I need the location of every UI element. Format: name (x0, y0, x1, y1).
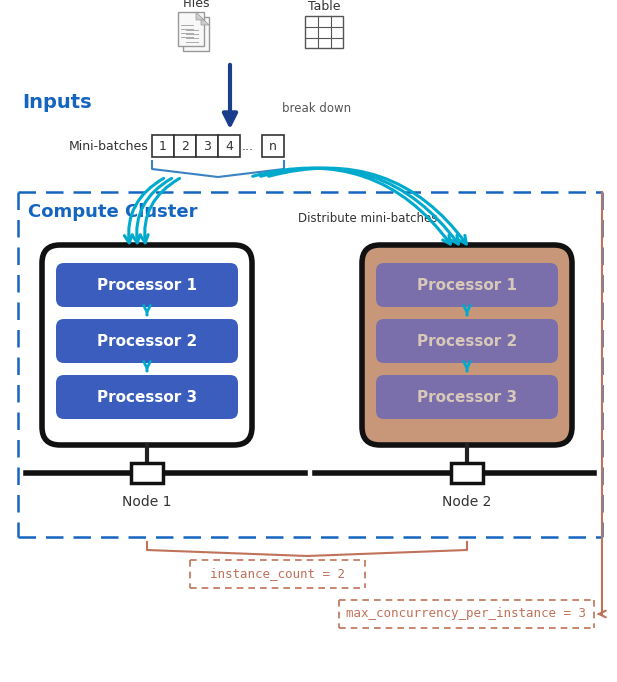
FancyBboxPatch shape (56, 375, 238, 419)
Text: Processor 3: Processor 3 (417, 389, 517, 404)
Text: 3: 3 (203, 140, 211, 153)
Text: Processor 3: Processor 3 (97, 389, 197, 404)
Bar (218, 135, 240, 157)
Text: Inputs: Inputs (22, 93, 92, 113)
Text: Processor 1: Processor 1 (97, 278, 197, 293)
Text: Mini-batches: Mini-batches (68, 140, 148, 153)
Text: ...: ... (242, 140, 254, 153)
Text: Node 1: Node 1 (122, 495, 172, 509)
Polygon shape (201, 17, 209, 25)
Polygon shape (196, 12, 204, 20)
Text: 1: 1 (159, 140, 167, 153)
FancyBboxPatch shape (376, 375, 558, 419)
Text: instance_count = 2: instance_count = 2 (210, 567, 344, 580)
Text: Processor 2: Processor 2 (417, 333, 517, 349)
Bar (196, 135, 218, 157)
Text: Node 2: Node 2 (442, 495, 492, 509)
FancyBboxPatch shape (362, 245, 572, 445)
Bar (18, 192, 602, 537)
Text: Distribute mini-batches: Distribute mini-batches (298, 211, 437, 224)
FancyBboxPatch shape (42, 245, 252, 445)
Bar (152, 135, 174, 157)
FancyBboxPatch shape (56, 319, 238, 363)
Bar (305, 16, 343, 48)
Text: Compute Cluster: Compute Cluster (28, 203, 197, 221)
Bar (178, 12, 204, 46)
Text: Processor 2: Processor 2 (97, 333, 197, 349)
Text: Files: Files (182, 0, 210, 10)
Bar (131, 463, 163, 483)
Text: 2: 2 (181, 140, 189, 153)
Text: 4: 4 (225, 140, 233, 153)
FancyBboxPatch shape (376, 319, 558, 363)
Bar (174, 135, 196, 157)
Text: n: n (269, 140, 277, 153)
Text: Table: Table (308, 0, 340, 13)
FancyBboxPatch shape (56, 263, 238, 307)
Text: Processor 1: Processor 1 (417, 278, 517, 293)
Text: max_concurrency_per_instance = 3: max_concurrency_per_instance = 3 (347, 608, 587, 621)
Bar (183, 17, 209, 51)
Bar (262, 135, 284, 157)
FancyBboxPatch shape (376, 263, 558, 307)
Bar (451, 463, 483, 483)
Text: break down: break down (282, 102, 351, 115)
